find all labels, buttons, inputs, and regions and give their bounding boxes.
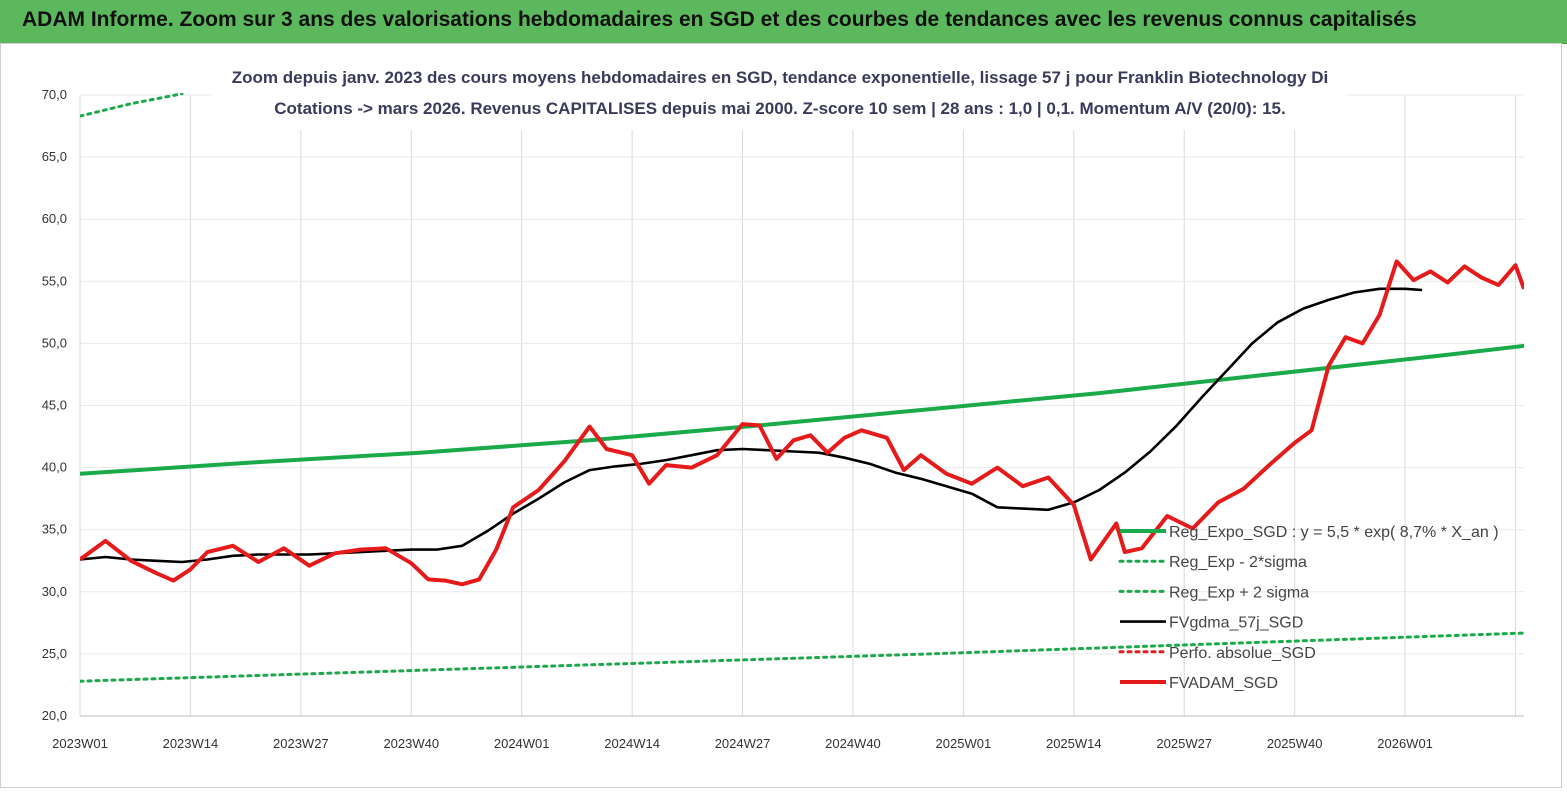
- report-banner: ADAM Informe. Zoom sur 3 ans des valoris…: [0, 0, 1567, 44]
- legend-label-0: Reg_Expo_SGD : y = 5,5 * exp( 8,7% * X_a…: [1169, 524, 1499, 541]
- x-tick-label: 2024W40: [825, 736, 881, 751]
- legend-label-2: Reg_Exp + 2 sigma: [1169, 584, 1309, 601]
- x-tick-label: 2026W01: [1377, 736, 1433, 751]
- y-tick-label: 20,0: [42, 708, 67, 723]
- legend-label-3: FVgdma_57j_SGD: [1169, 615, 1303, 632]
- series-lines: [80, 93, 1524, 683]
- y-axis-ticks: 20,0 25,0 30,0 35,0 40,0 45,0 50,0 55,0 60,0 65,0…: [42, 87, 67, 723]
- x-tick-label: 2024W01: [494, 736, 550, 751]
- x-axis-ticks: 2023W01 2023W14 2023W27 2023W40 2024W01 2024W…: [52, 736, 1433, 751]
- y-tick-label: 65,0: [42, 149, 67, 164]
- x-tick-label: 2025W27: [1156, 736, 1212, 751]
- y-tick-label: 25,0: [42, 646, 67, 661]
- x-tick-label: 2025W40: [1267, 736, 1323, 751]
- series-line-2: [80, 93, 184, 118]
- x-tick-label: 2025W14: [1046, 736, 1102, 751]
- y-tick-label: 30,0: [42, 584, 67, 599]
- x-tick-label: 2025W01: [936, 736, 992, 751]
- y-tick-label: 60,0: [42, 211, 67, 226]
- report-title: ADAM Informe. Zoom sur 3 ans des valoris…: [22, 8, 1417, 31]
- y-tick-label: 50,0: [42, 335, 67, 350]
- x-tick-label: 2024W27: [715, 736, 771, 751]
- x-tick-label: 2023W14: [163, 736, 219, 751]
- grid: [79, 94, 1524, 717]
- series-line-1: [80, 631, 1524, 683]
- legend-label-4: Perfo. absolue_SGD: [1169, 645, 1316, 662]
- chart-frame: [0, 43, 1562, 788]
- chart-subtitle-line2: Cotations -> mars 2026. Revenus CAPITALI…: [274, 99, 1285, 118]
- series-line-0: [80, 343, 1524, 476]
- x-tick-label: 2024W14: [604, 736, 660, 751]
- x-tick-label: 2023W01: [52, 736, 108, 751]
- y-tick-label: 45,0: [42, 398, 67, 413]
- legend: Reg_Expo_SGD : y = 5,5 * exp( 8,7% * X_a…: [1118, 524, 1499, 692]
- y-tick-label: 35,0: [42, 522, 67, 537]
- x-tick-label: 2023W40: [383, 736, 439, 751]
- chart-subtitle-line1: Zoom depuis janv. 2023 des cours moyens …: [232, 68, 1328, 87]
- y-tick-label: 40,0: [42, 460, 67, 475]
- x-tick-label: 2023W27: [273, 736, 329, 751]
- legend-label-1: Reg_Exp - 2*sigma: [1169, 554, 1307, 571]
- legend-label-5: FVADAM_SGD: [1169, 675, 1278, 692]
- series-line-3: [80, 287, 1423, 564]
- y-tick-label: 70,0: [42, 87, 67, 102]
- subtitle-background: [212, 60, 1347, 130]
- y-tick-label: 55,0: [42, 273, 67, 288]
- series-line-5: [80, 259, 1524, 587]
